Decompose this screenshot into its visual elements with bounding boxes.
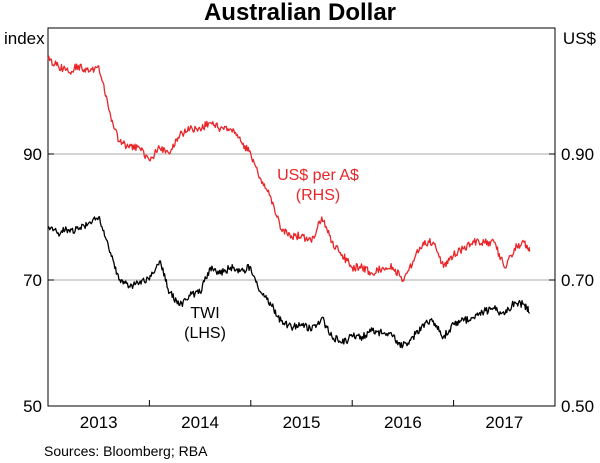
x-tick-label: 2013 <box>80 413 118 432</box>
series-lines <box>47 55 531 349</box>
right-tick-label: 0.50 <box>561 397 594 416</box>
left-axis-ticks: 50 70 90 <box>23 145 54 416</box>
series-note-twi: (LHS) <box>184 325 226 342</box>
series-line-usd-per-aud <box>47 55 531 283</box>
left-tick-label: 70 <box>23 271 42 290</box>
series-label-twi: TWI <box>190 305 219 322</box>
x-tick-label: 2014 <box>181 413 219 432</box>
x-axis-ticks: 2013 2014 2015 2016 2017 <box>80 400 523 432</box>
right-axis-unit: US$ <box>563 29 597 48</box>
left-tick-label: 90 <box>23 145 42 164</box>
left-axis-unit: index <box>4 29 45 48</box>
grid-lines <box>48 153 555 281</box>
left-tick-label: 50 <box>23 397 42 416</box>
source-note: Sources: Bloomberg; RBA <box>44 443 208 459</box>
right-tick-label: 0.70 <box>561 271 594 290</box>
plot-frame <box>47 27 556 407</box>
series-label-usd: US$ per A$ <box>277 167 359 184</box>
x-tick-label: 2016 <box>384 413 422 432</box>
series-line-twi <box>47 216 530 349</box>
x-tick-label: 2015 <box>283 413 321 432</box>
x-tick-label: 2017 <box>485 413 523 432</box>
right-tick-label: 0.90 <box>561 145 594 164</box>
series-note-usd: (RHS) <box>296 187 340 204</box>
right-axis-ticks: 0.50 0.70 0.90 <box>549 145 594 416</box>
chart-title: Australian Dollar <box>204 0 396 26</box>
